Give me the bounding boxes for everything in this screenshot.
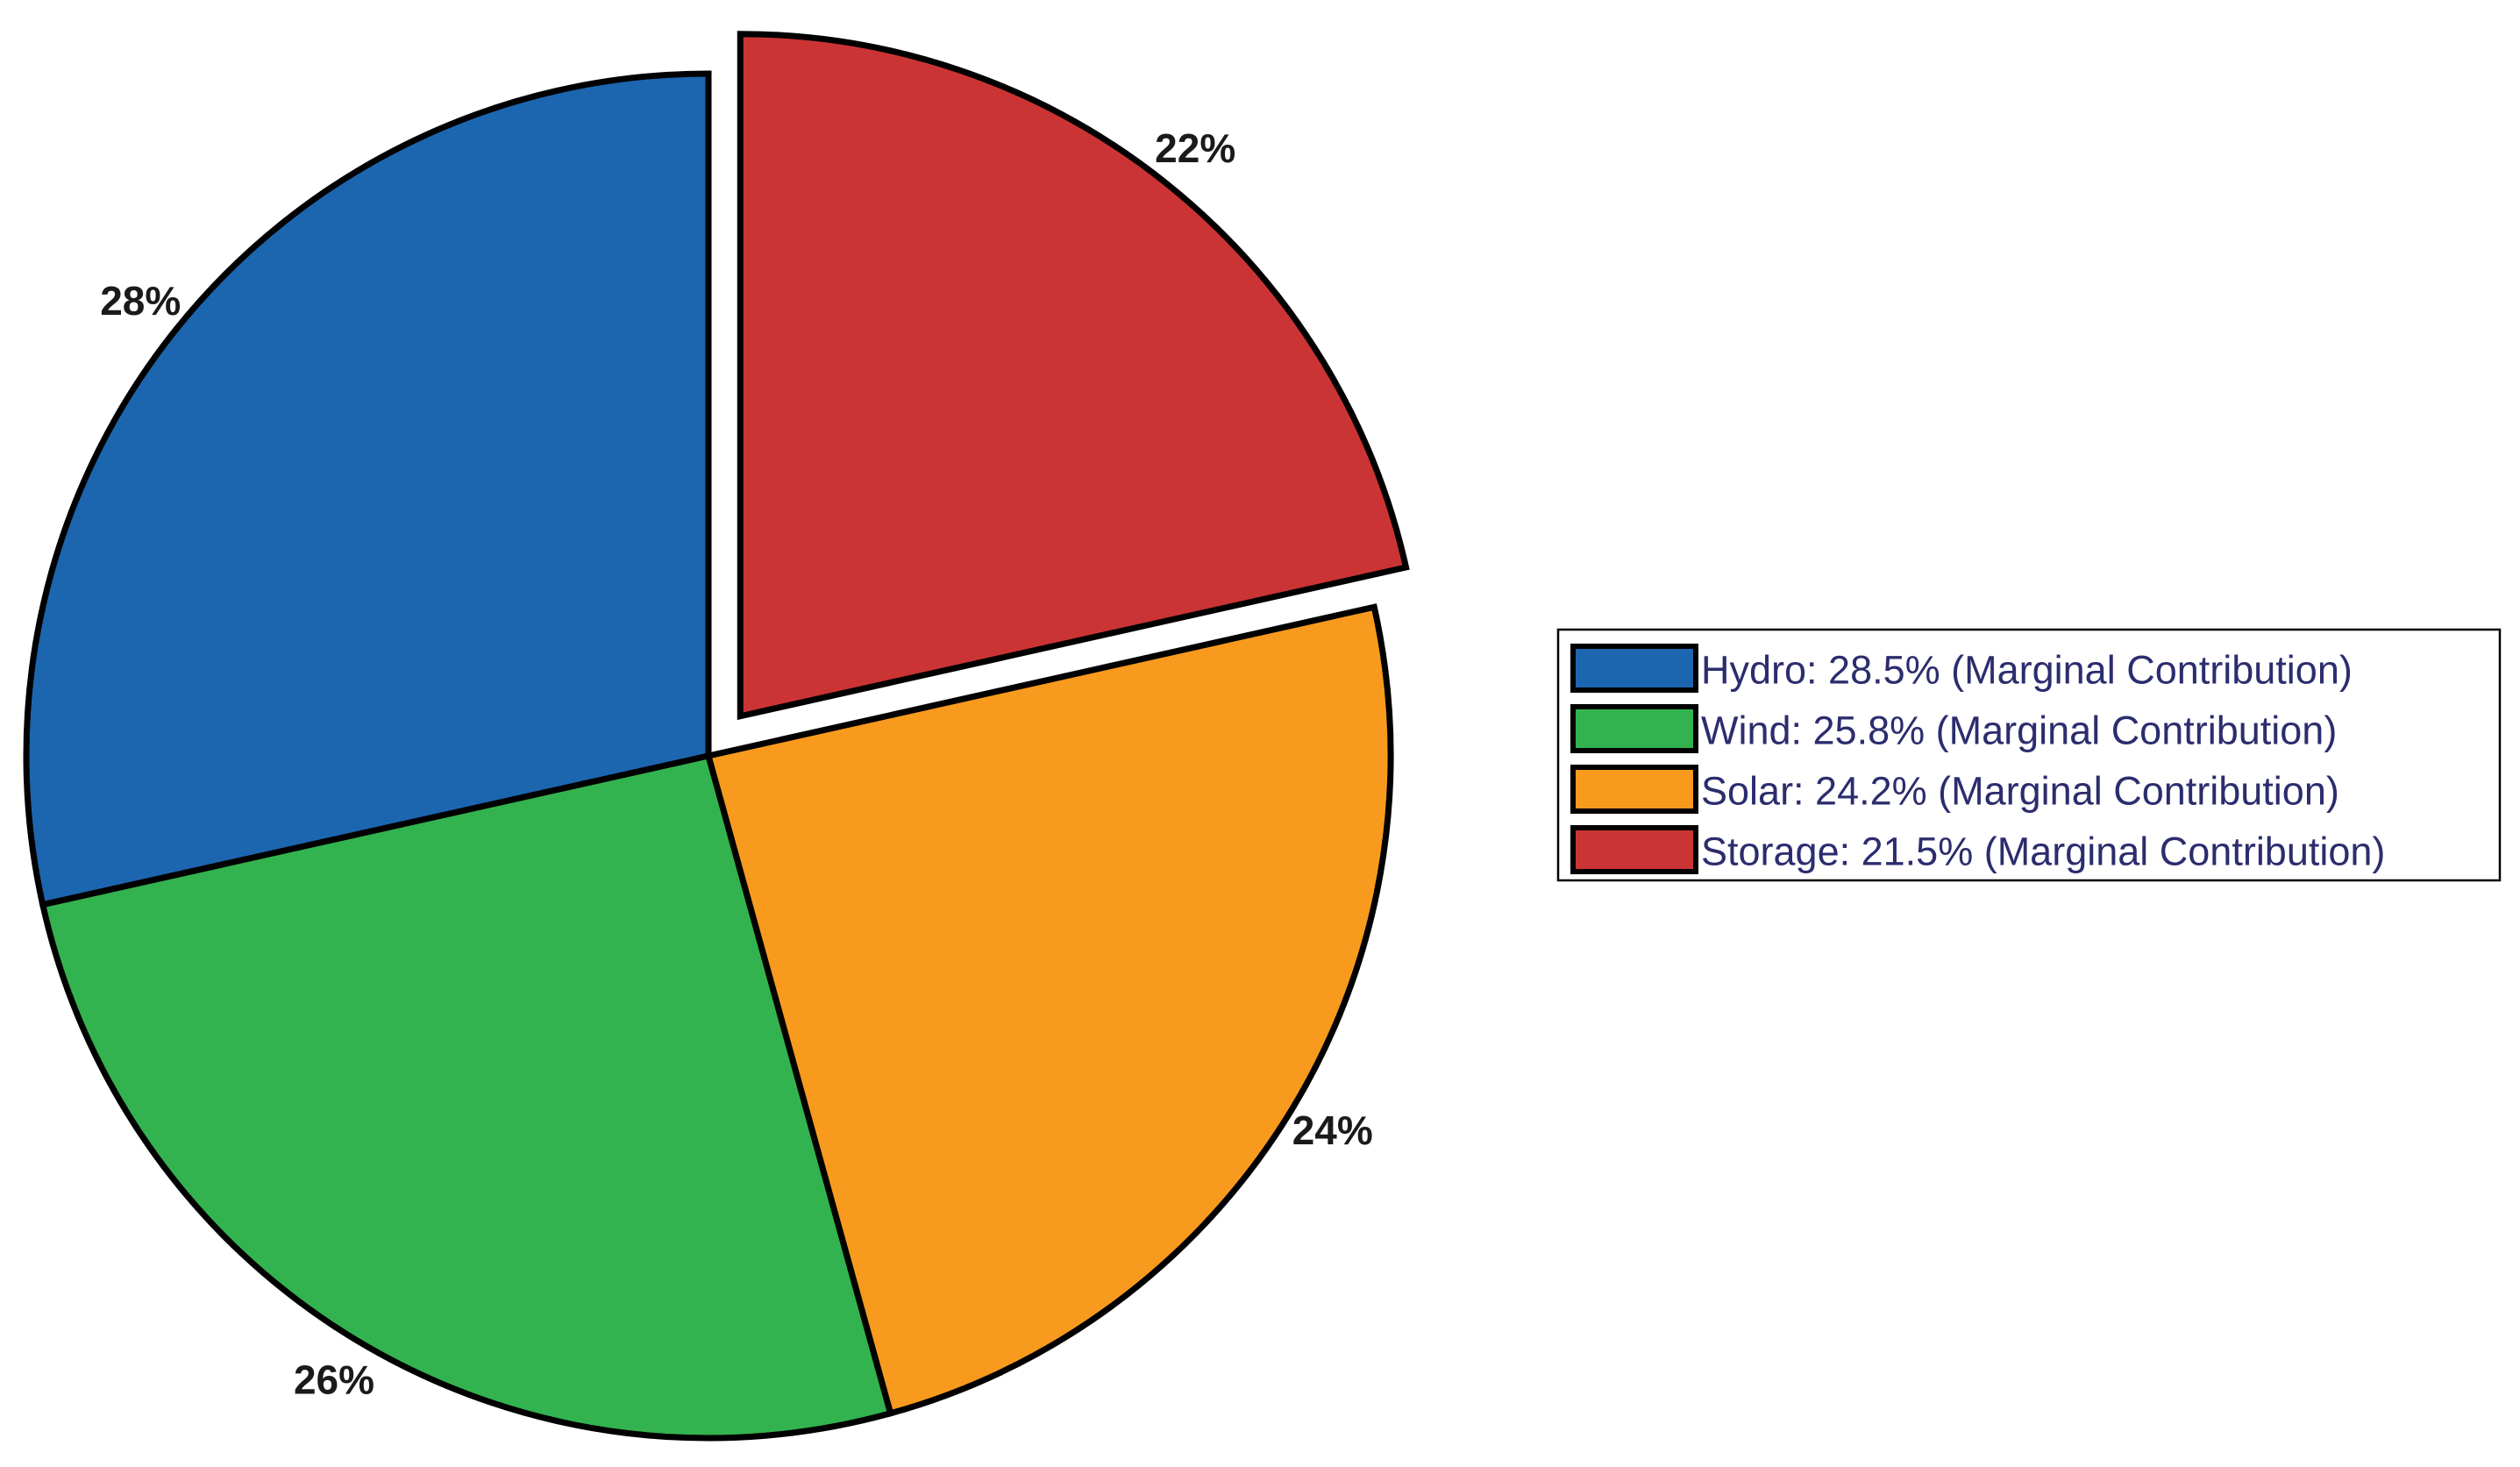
legend-swatch-storage [1570,825,1698,874]
legend-swatch-solar [1570,765,1698,814]
percent-label-solar: 24% [1292,1107,1373,1153]
legend-item-wind: Wind: 25.8% (Marginal Contribution) [1570,704,2337,753]
pie-slice-wind [39,751,894,1442]
legend-label-storage: Storage: 21.5% (Marginal Contribution) [1701,830,2385,874]
pie-slices [23,31,1410,1442]
pie-slice-solar [704,603,1394,1418]
percent-labels: 28% 26% 24% 22% [100,125,1373,1403]
legend: Hydro: 28.5% (Marginal Contribution) Wind… [1556,628,2502,882]
legend-swatch-hydro [1570,644,1698,693]
legend-label-wind: Wind: 25.8% (Marginal Contribution) [1701,709,2337,753]
legend-label-solar: Solar: 24.2% (Marginal Contribution) [1701,769,2339,814]
percent-label-wind: 26% [294,1357,374,1403]
percent-label-hydro: 28% [100,278,181,324]
legend-item-hydro: Hydro: 28.5% (Marginal Contribution) [1570,644,2353,693]
legend-frame [1556,628,2502,882]
legend-swatch-wind [1570,704,1698,753]
pie-slice-storage [737,31,1410,721]
legend-item-storage: Storage: 21.5% (Marginal Contribution) [1570,825,2385,874]
legend-item-solar: Solar: 24.2% (Marginal Contribution) [1570,765,2339,814]
percent-label-storage: 22% [1155,125,1235,171]
legend-label-hydro: Hydro: 28.5% (Marginal Contribution) [1701,648,2353,693]
pie-slice-hydro [23,70,712,908]
